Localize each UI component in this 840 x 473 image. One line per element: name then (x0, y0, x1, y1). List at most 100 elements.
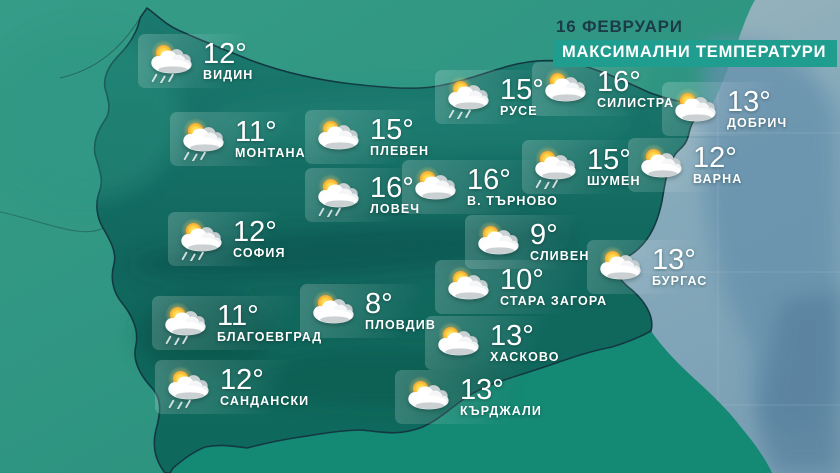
sun-cloud-rain-icon (167, 365, 209, 409)
city-name: БЛАГОЕВГРАД (217, 329, 323, 344)
temperature-value: 12° (220, 363, 264, 396)
station-text: 16° СИЛИСТРА (597, 65, 675, 111)
temperature-value: 10° (500, 263, 544, 296)
weather-station: 12° ВИДИН (138, 34, 272, 88)
temperature-value: 16° (467, 163, 511, 196)
rain-streaks (151, 73, 174, 83)
sun-cloud-rain-icon (534, 145, 576, 189)
weather-station: 16° ЛОВЕЧ (305, 168, 439, 222)
sun-cloud-rain-icon (182, 117, 224, 161)
station-text: 8° ПЛОВДИВ (365, 287, 436, 333)
sun-cloud-icon (477, 220, 519, 255)
temperature-value: 8° (365, 287, 393, 320)
city-name: СОФИЯ (233, 245, 286, 260)
city-name: В. ТЪРНОВО (467, 193, 559, 208)
city-name: ШУМЕН (587, 173, 641, 188)
temperature-value: 13° (460, 373, 504, 406)
title-banner: МАКСИМАЛНИ ТЕМПЕРАТУРИ (553, 40, 838, 67)
station-text: 13° ДОБРИЧ (727, 85, 788, 131)
temperature-value: 15° (370, 113, 414, 146)
city-name: СИЛИСТРА (597, 95, 675, 110)
sun-cloud-rain-icon (150, 39, 192, 83)
rain-streaks (318, 207, 341, 217)
station-text: 10° СТАРА ЗАГОРА (500, 263, 608, 309)
sun-cloud-icon (414, 165, 456, 200)
city-name: РУСЕ (500, 103, 538, 118)
temperature-value: 13° (727, 85, 771, 118)
sun-cloud-icon (447, 265, 489, 300)
temperature-value: 12° (203, 37, 247, 70)
temperature-value: 11° (217, 299, 259, 332)
weather-station: 13° ХАСКОВО (425, 316, 578, 370)
temperature-value: 16° (597, 65, 641, 98)
station-text: 15° ПЛЕВЕН (370, 113, 430, 159)
sun-cloud-icon (407, 375, 449, 410)
weather-station: 16° СИЛИСТРА (532, 62, 693, 116)
sun-cloud-rain-icon (317, 173, 359, 217)
weather-station: 12° СОФИЯ (168, 212, 304, 266)
temperature-value: 12° (693, 141, 737, 174)
city-name: МОНТАНА (235, 145, 306, 160)
city-name: СТАРА ЗАГОРА (500, 293, 608, 308)
station-text: 9° СЛИВЕН (530, 218, 590, 264)
temperature-value: 13° (652, 243, 696, 276)
station-text: 13° БУРГАС (652, 243, 708, 289)
city-name: ЛОВЕЧ (370, 201, 421, 216)
station-text: 11° МОНТАНА (235, 115, 306, 161)
city-name: КЪРДЖАЛИ (460, 403, 542, 418)
city-name: ВИДИН (203, 67, 254, 82)
station-text: 12° СОФИЯ (233, 217, 286, 261)
weather-station: 15° ШУМЕН (522, 140, 659, 194)
city-name: ПЛЕВЕН (370, 143, 430, 158)
city-name: ХАСКОВО (490, 349, 560, 364)
city-name: БУРГАС (652, 273, 708, 288)
station-text: 13° КЪРДЖАЛИ (460, 373, 542, 419)
station-text: 16° В. ТЪРНОВО (467, 163, 559, 209)
temperature-value: 16° (370, 171, 414, 204)
sun-cloud-icon (312, 289, 354, 324)
weather-station: 11° МОНТАНА (170, 112, 324, 166)
station-text: 13° ХАСКОВО (490, 319, 560, 365)
sun-cloud-icon (599, 245, 641, 280)
sun-cloud-rain-icon (180, 217, 222, 261)
rain-streaks (181, 251, 204, 261)
station-text: 15° ШУМЕН (587, 143, 641, 189)
weather-station: 12° ВАРНА (628, 138, 761, 192)
weather-station: 15° РУСЕ (435, 70, 562, 124)
temperature-value: 11° (235, 115, 277, 148)
sun-cloud-icon (544, 67, 586, 102)
station-text: 15° РУСЕ (500, 75, 544, 119)
sun-cloud-icon (674, 87, 716, 122)
rain-streaks (168, 399, 191, 409)
weather-station: 8° ПЛОВДИВ (300, 284, 454, 338)
weather-station: 11° БЛАГОЕВГРАД (152, 296, 341, 350)
date-label: 16 ФЕВРУАРИ (556, 17, 683, 36)
station-text: 12° ВИДИН (203, 37, 254, 83)
sun-cloud-rain-icon (164, 301, 206, 345)
weather-station: 9° СЛИВЕН (465, 215, 608, 269)
rain-streaks (183, 151, 206, 161)
rain-streaks (535, 179, 558, 189)
station-text: 12° ВАРНА (693, 141, 743, 187)
station-text: 12° САНДАНСКИ (220, 363, 310, 409)
sun-cloud-icon (317, 115, 359, 150)
station-text: 11° БЛАГОЕВГРАД (217, 299, 323, 345)
weather-station: 12° САНДАНСКИ (155, 360, 328, 414)
weather-station: 10° СТАРА ЗАГОРА (435, 260, 626, 314)
weather-station: 15° ПЛЕВЕН (305, 110, 448, 164)
temperature-value: 9° (530, 218, 558, 251)
city-name: СЛИВЕН (530, 248, 590, 263)
sun-cloud-rain-icon (447, 75, 489, 119)
city-name: САНДАНСКИ (220, 393, 310, 408)
temperature-value: 13° (490, 319, 534, 352)
sun-cloud-icon (437, 321, 479, 356)
station-text: 16° ЛОВЕЧ (370, 171, 421, 217)
city-name: ДОБРИЧ (727, 115, 788, 130)
rain-streaks (448, 109, 471, 119)
temperature-value: 15° (587, 143, 631, 176)
weather-station: 13° ДОБРИЧ (662, 82, 806, 136)
weather-station: 13° БУРГАС (587, 240, 726, 294)
city-name: ВАРНА (693, 171, 743, 186)
